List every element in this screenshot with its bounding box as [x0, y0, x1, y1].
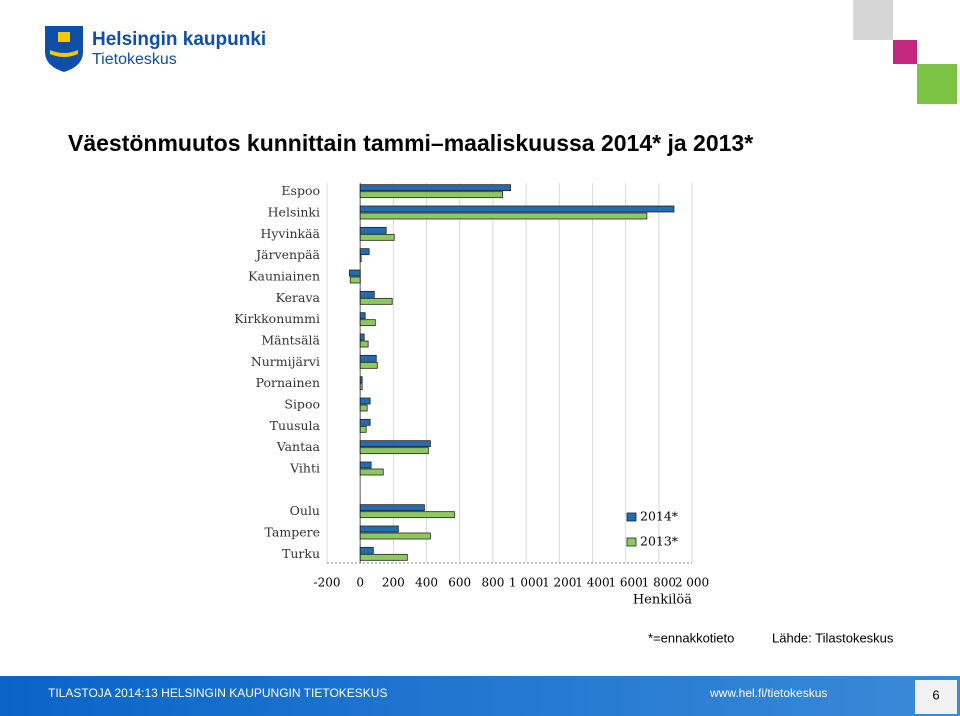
bar [359, 440, 431, 448]
x-axis-label: Henkilöä [633, 593, 692, 608]
footnote: *=ennakkotieto [648, 630, 734, 645]
brand: Helsingin kaupunki [92, 29, 266, 50]
bar [359, 248, 370, 256]
y-tick-label: Kirkkonummi [234, 311, 320, 326]
bar [359, 191, 503, 199]
bar [359, 319, 376, 327]
x-tick-label: 0 [356, 576, 364, 590]
bar [359, 532, 431, 540]
bar [359, 546, 374, 554]
bar [359, 226, 387, 234]
y-tick-label: Tuusula [270, 418, 321, 433]
bar [359, 525, 399, 533]
y-tick-label: Nurmijärvi [251, 354, 320, 369]
y-tick-label: Kerava [276, 290, 321, 305]
bar [359, 312, 366, 320]
deco-square [893, 40, 917, 64]
bar [359, 333, 365, 341]
bar [359, 354, 377, 362]
bar [359, 205, 675, 213]
bar [359, 447, 429, 455]
bar [359, 361, 378, 369]
source: Lähde: Tilastokeskus [772, 630, 894, 645]
footer-text: TILASTOJA 2014:13 HELSINGIN KAUPUNGIN TI… [48, 686, 387, 700]
bar [359, 233, 395, 241]
bar [359, 376, 363, 384]
bar [359, 418, 371, 426]
bar [359, 290, 375, 298]
x-tick-label: -200 [314, 576, 341, 590]
y-tick-label: Vantaa [276, 439, 321, 454]
bar [359, 425, 367, 433]
y-tick-label: Oulu [290, 503, 320, 518]
y-tick-label: Mäntsälä [261, 333, 320, 348]
y-tick-label: Espoo [281, 183, 320, 198]
deco-square [917, 64, 957, 104]
y-tick-label: Helsinki [268, 205, 320, 220]
chart-title: Väestönmuutos kunnittain tammi–maaliskuu… [68, 130, 753, 156]
y-tick-label: Tampere [265, 525, 320, 540]
bar [359, 397, 371, 405]
x-tick-label: 2 000 [675, 576, 709, 590]
x-tick-label: 1 400 [575, 576, 609, 590]
legend-swatch [626, 537, 637, 547]
y-tick-label: Turku [282, 546, 320, 561]
y-tick-label: Vihti [289, 461, 320, 476]
bar [359, 461, 372, 469]
deco-square [853, 0, 893, 40]
bar [359, 255, 362, 263]
bar [359, 468, 384, 476]
page-box [915, 680, 957, 714]
x-tick-label: 600 [448, 576, 471, 590]
legend-label: 2014* [640, 509, 679, 524]
footer-bar [0, 676, 960, 716]
x-tick-label: 1 200 [542, 576, 576, 590]
bar [359, 297, 393, 305]
y-tick-label: Sipoo [284, 397, 320, 412]
y-tick-label: Pornainen [256, 375, 320, 390]
page-number: 6 [932, 687, 939, 702]
x-tick-label: 1 000 [509, 576, 543, 590]
bar [359, 553, 408, 561]
bar [359, 504, 425, 512]
bar [359, 404, 368, 412]
bar [349, 276, 361, 284]
footer-url: www.hel.fi/tietokeskus [709, 686, 827, 700]
bar [359, 212, 648, 220]
legend-swatch [626, 512, 637, 522]
y-tick-label: Hyvinkää [260, 226, 320, 241]
x-tick-label: 800 [481, 576, 504, 590]
bar [359, 340, 369, 348]
y-tick-label: Järvenpää [254, 247, 320, 262]
legend-label: 2013* [640, 534, 679, 549]
x-tick-label: 200 [382, 576, 405, 590]
x-tick-label: 1 800 [642, 576, 676, 590]
x-tick-label: 1 600 [608, 576, 642, 590]
bar [359, 383, 363, 391]
x-tick-label: 400 [415, 576, 438, 590]
bar [348, 269, 361, 277]
unit: Tietokeskus [92, 51, 177, 68]
bar [359, 184, 511, 192]
y-tick-label: Kauniainen [248, 269, 320, 284]
logo [45, 26, 83, 72]
bar [359, 511, 455, 519]
